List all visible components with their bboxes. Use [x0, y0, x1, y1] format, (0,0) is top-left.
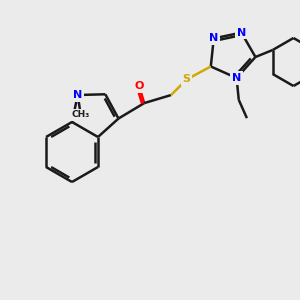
Text: CH₃: CH₃	[71, 110, 89, 119]
Text: O: O	[134, 81, 144, 91]
Text: N: N	[237, 28, 246, 38]
Text: S: S	[183, 74, 190, 85]
Text: N: N	[73, 90, 83, 100]
Text: N: N	[209, 33, 218, 43]
Text: N: N	[232, 73, 241, 83]
